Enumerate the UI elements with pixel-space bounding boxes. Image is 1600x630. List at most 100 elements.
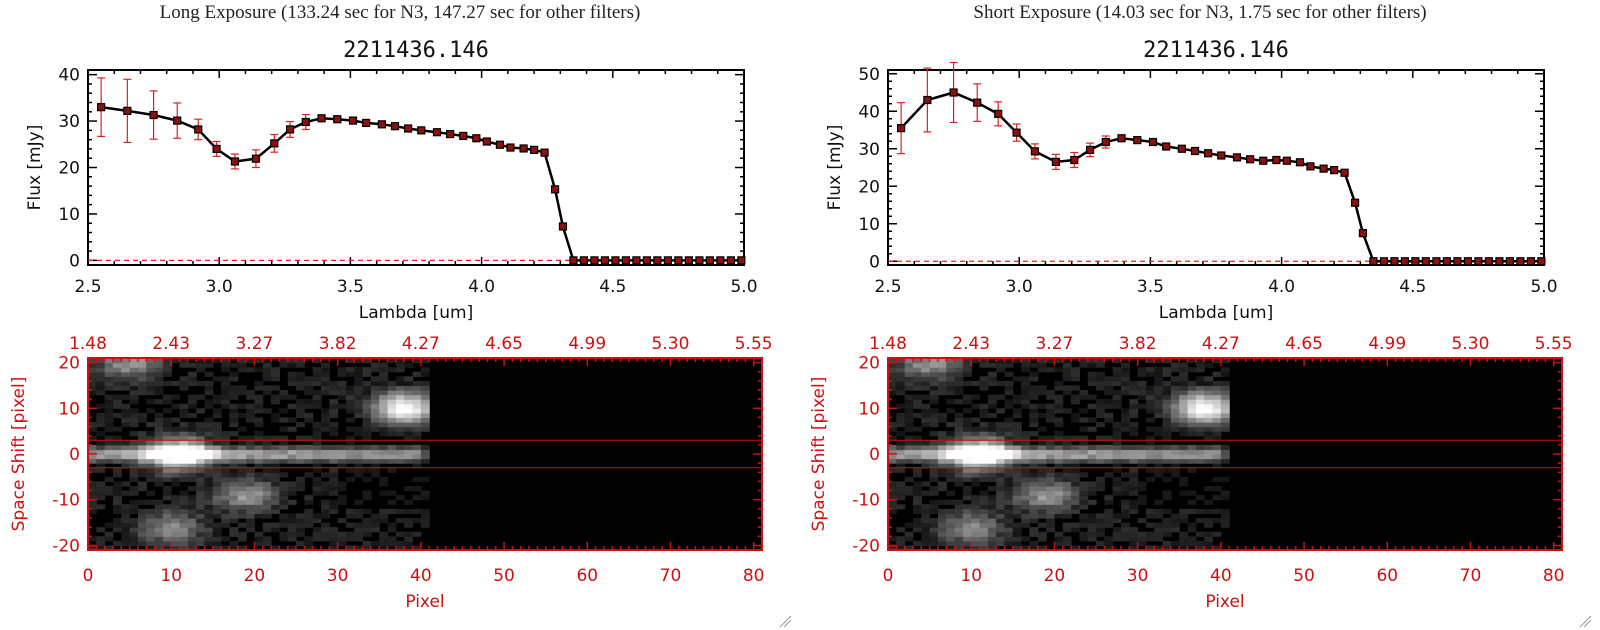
image-pixel bbox=[254, 367, 264, 373]
image-pixel bbox=[1004, 458, 1014, 464]
image-pixel bbox=[946, 440, 956, 446]
image-pixel bbox=[137, 467, 147, 473]
image-pixel bbox=[962, 495, 972, 501]
image-pixel bbox=[96, 376, 106, 382]
image-pixel bbox=[204, 426, 214, 432]
image-pixel bbox=[88, 422, 97, 428]
image-pixel bbox=[1162, 540, 1172, 547]
image-pixel bbox=[129, 499, 139, 505]
image-pixel bbox=[954, 527, 964, 533]
data-point bbox=[550, 185, 560, 194]
image-pixel bbox=[971, 435, 981, 441]
image-pixel bbox=[254, 358, 264, 364]
data-point bbox=[1495, 257, 1504, 266]
image-pixel bbox=[221, 394, 231, 400]
image-pixel bbox=[1179, 481, 1189, 487]
image-pixel bbox=[1096, 376, 1105, 382]
image-pixel bbox=[404, 508, 414, 515]
image-pixel bbox=[921, 408, 931, 414]
image-pixel bbox=[904, 394, 914, 400]
image-pixel bbox=[1037, 412, 1047, 419]
image-pixel bbox=[404, 518, 414, 524]
image-pixel bbox=[412, 426, 422, 432]
image-pixel bbox=[904, 490, 914, 496]
image-pixel bbox=[187, 504, 197, 510]
data-point bbox=[1319, 164, 1328, 173]
image-pixel bbox=[296, 513, 305, 519]
image-pixel bbox=[946, 367, 956, 373]
image-pixel bbox=[1212, 444, 1222, 451]
image-pixel bbox=[146, 399, 156, 405]
image-pixel bbox=[162, 444, 172, 451]
image-pixel bbox=[954, 481, 964, 487]
image-pixel bbox=[88, 435, 97, 441]
image-pixel bbox=[1137, 458, 1147, 464]
image-pixel bbox=[354, 358, 364, 364]
image-pixel bbox=[1104, 454, 1114, 460]
image-pixel bbox=[937, 367, 947, 373]
image-pixel bbox=[320, 522, 330, 528]
image-pixel bbox=[179, 476, 189, 483]
data-point bbox=[251, 154, 261, 163]
image-pixel bbox=[1037, 367, 1047, 373]
resize-grip-icon[interactable] bbox=[1578, 614, 1592, 628]
image-pixel bbox=[1021, 367, 1031, 373]
image-pixel bbox=[154, 531, 164, 537]
image-pixel bbox=[337, 495, 347, 501]
image-pixel bbox=[1220, 380, 1230, 387]
image-pixel bbox=[312, 358, 322, 364]
image-pixel bbox=[279, 426, 289, 432]
image-pixel bbox=[420, 394, 430, 400]
image-pixel bbox=[271, 481, 280, 487]
image-pixel bbox=[1012, 467, 1022, 473]
image-pixel bbox=[96, 367, 106, 373]
image-pixel bbox=[121, 394, 131, 400]
resize-grip-icon[interactable] bbox=[778, 614, 792, 628]
image-pixel bbox=[1096, 513, 1105, 519]
image-pixel bbox=[1187, 380, 1197, 387]
image-pixel bbox=[962, 358, 972, 364]
image-pixel bbox=[221, 376, 231, 382]
image-pixel bbox=[962, 518, 972, 524]
image-pixel bbox=[154, 527, 164, 533]
image-pixel bbox=[1079, 362, 1089, 368]
image-pixel bbox=[320, 444, 330, 451]
image-pixel bbox=[179, 362, 189, 368]
image-pixel bbox=[888, 481, 897, 487]
panel-title: Short Exposure (14.03 sec for N3, 1.75 s… bbox=[973, 2, 1427, 23]
image-pixel bbox=[888, 508, 897, 515]
image-pixel bbox=[221, 490, 231, 496]
image-pixel bbox=[179, 403, 189, 409]
image-pixel bbox=[921, 367, 931, 373]
image-pixel bbox=[229, 518, 239, 524]
image-pixel bbox=[1054, 367, 1064, 373]
image-pixel bbox=[179, 380, 189, 387]
image-pixel bbox=[271, 449, 280, 455]
image-pixel bbox=[379, 531, 389, 537]
image-pixel bbox=[1195, 376, 1205, 382]
image-pixel bbox=[204, 540, 214, 547]
image-pixel bbox=[896, 358, 906, 364]
image-pixel bbox=[329, 403, 339, 409]
image-pixel bbox=[962, 417, 972, 423]
image-pixel bbox=[320, 417, 330, 423]
image-pixel bbox=[229, 412, 239, 419]
image-pixel bbox=[320, 385, 330, 391]
image-pixel bbox=[929, 458, 939, 464]
image-pixel bbox=[354, 403, 364, 409]
image-pixel bbox=[996, 540, 1006, 547]
image-pixel bbox=[946, 408, 956, 414]
image-pixel bbox=[1071, 463, 1080, 469]
image-pixel bbox=[996, 431, 1006, 437]
image-pixel bbox=[287, 513, 297, 519]
image-pixel bbox=[962, 513, 972, 519]
image-pixel bbox=[104, 490, 114, 496]
image-pixel bbox=[1112, 536, 1122, 542]
image-pixel bbox=[379, 380, 389, 387]
image-pixel bbox=[196, 454, 206, 460]
image-pixel bbox=[946, 454, 956, 460]
image-pixel bbox=[329, 467, 339, 473]
image-pixel bbox=[229, 527, 239, 533]
image-pixel bbox=[1037, 499, 1047, 505]
